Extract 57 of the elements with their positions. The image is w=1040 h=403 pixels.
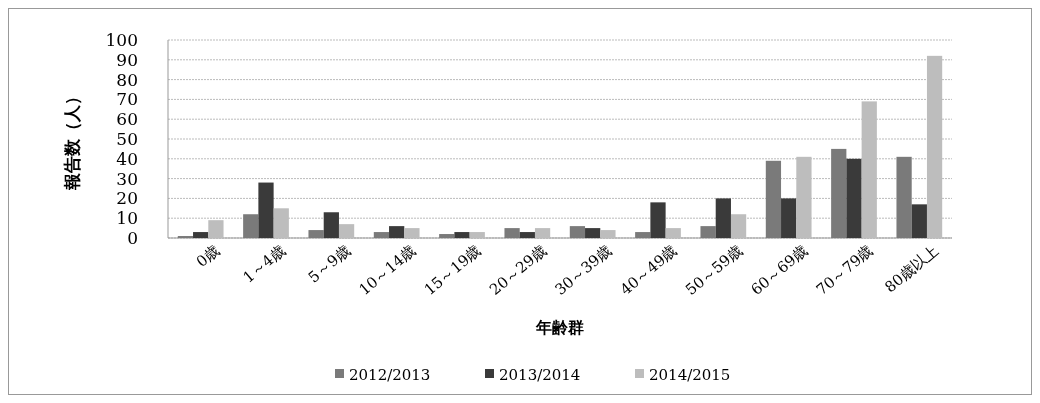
x-tick-label: 20～29歳 [486,241,550,299]
y-tick-label: 10 [116,208,138,229]
y-tick-label: 20 [116,188,138,209]
y-tick-label: 90 [116,49,138,70]
legend-label: 2014/2015 [649,366,731,385]
bar [534,228,551,238]
y-tick-label: 100 [105,29,138,50]
bar [193,232,209,238]
bar [650,202,666,238]
x-tick-label: 5～9歳 [304,241,354,287]
y-tick-label: 70 [116,89,138,110]
bar [896,156,912,238]
y-tick-label: 30 [116,168,138,189]
bar [243,214,259,238]
bar [323,212,339,238]
x-tick-label: 10～14歳 [355,241,420,299]
bar [258,182,274,238]
x-tick-label: 1～4歳 [239,241,289,287]
bar [439,234,455,238]
bar [715,198,731,238]
bar [700,226,716,238]
bar [404,228,420,238]
bar [389,226,405,238]
x-tick-label: 15～19歳 [420,241,485,299]
x-tick-label: 70～79歳 [812,241,877,299]
y-tick-label: 50 [116,128,138,149]
x-tick-label: 30～39歳 [551,241,616,299]
bar [600,230,616,238]
y-tick-label: 60 [116,109,138,130]
bar [765,160,782,238]
y-tick-label: 80 [116,69,138,90]
x-axis-title: 年齢群 [535,318,584,337]
bar [831,148,847,238]
bar [308,230,324,238]
y-axis-title: 報告数（人） [62,88,82,191]
bar [373,232,390,238]
y-tick-label: 40 [116,148,138,169]
x-tick-label: 40～49歳 [616,241,681,299]
bar [665,228,681,238]
bar [338,224,355,238]
bar [504,228,520,238]
bar [585,228,601,238]
x-tick-label: 50～59歳 [682,241,746,299]
bar [569,226,586,238]
bar [635,232,651,238]
x-tick-label: 80歳以上 [881,241,942,297]
bar [454,232,470,238]
bar [846,158,862,238]
x-tick-label: 60～69歳 [747,241,812,299]
bar [469,232,485,238]
legend-label: 2013/2014 [499,366,581,385]
legend-label: 2012/2013 [349,366,431,385]
bar [519,232,535,238]
bar [911,204,927,238]
y-tick-label: 0 [127,227,138,248]
bar [781,198,797,238]
x-tick-label: 0歳 [192,241,224,271]
